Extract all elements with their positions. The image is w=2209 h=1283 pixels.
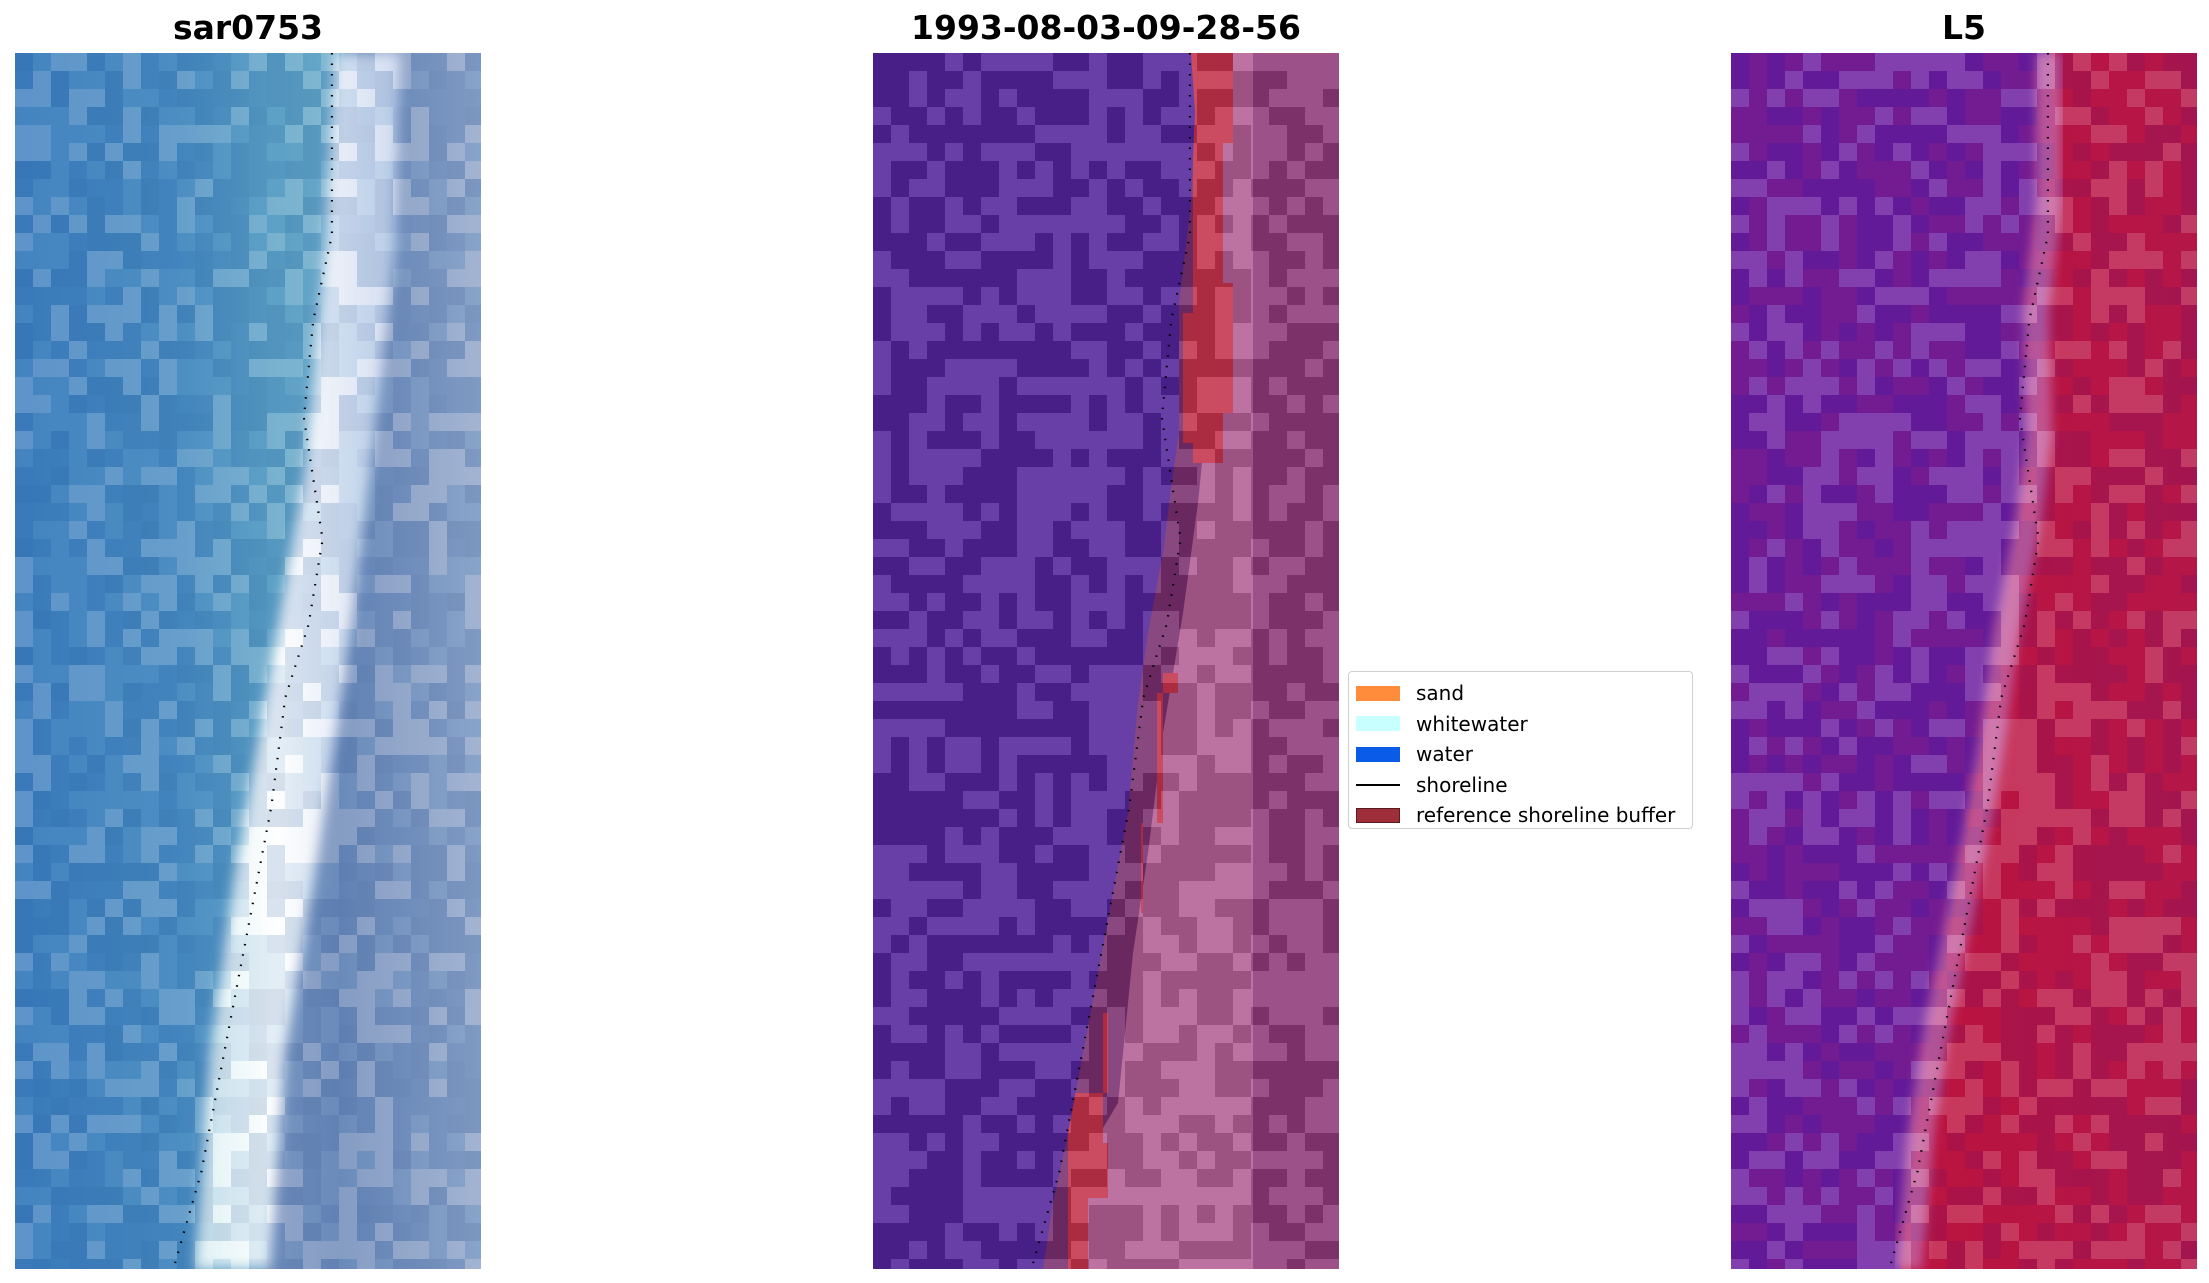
panel-title-rgb: sar0753 [172,8,324,47]
legend-label: shoreline [1416,772,1508,797]
rgb-image-panel [15,53,481,1269]
index-image-panel [1731,53,2197,1269]
reference-buffer-swatch [1356,807,1400,823]
legend-label: sand [1416,681,1465,706]
rgb-image [15,53,481,1269]
legend-item-shoreline: shoreline [1349,770,1692,801]
water-swatch [1356,746,1400,762]
reference-buffer-zone [1183,53,1233,463]
rgb-pixel-overlay [15,53,481,1269]
shoreline-line-swatch [1356,783,1400,786]
index-image [1731,53,2197,1269]
panel-title-index: L5 [1942,8,1986,47]
legend-label: whitewater [1416,711,1528,736]
legend-item-reference-buffer: reference shoreline buffer [1349,800,1692,831]
legend: sand whitewater water shoreline referenc… [1348,671,1693,829]
legend-label: water [1416,742,1473,767]
whitewater-swatch [1356,716,1400,732]
classified-image [873,53,1339,1269]
legend-item-whitewater: whitewater [1349,709,1692,740]
legend-label: reference shoreline buffer [1416,803,1676,828]
legend-item-sand: sand [1349,678,1692,709]
sand-swatch [1356,685,1400,701]
water-class-zone [873,53,1195,1269]
classified-image-panel [873,53,1339,1269]
legend-item-water: water [1349,739,1692,770]
panel-title-classified: 1993-08-03-09-28-56 [911,8,1301,47]
